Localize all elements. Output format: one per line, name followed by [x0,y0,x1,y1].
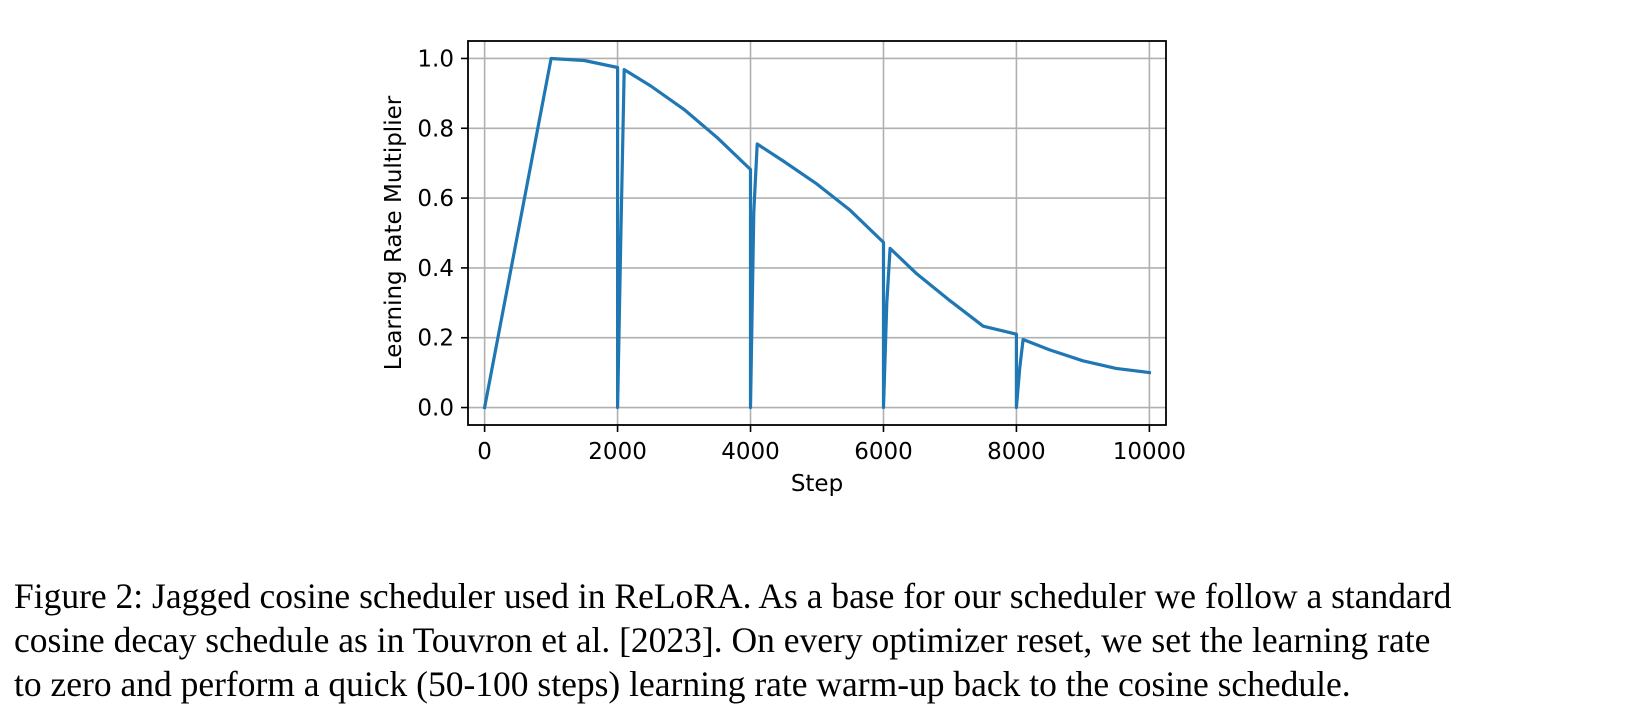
y-tick-label: 1.0 [417,46,454,72]
caption-line: Figure 2: Jagged cosine scheduler used i… [14,576,1452,616]
figure: 0 2000 4000 6000 8000 10000 0.0 0.2 0.4 0.6 0.8 1.0… [381,40,1186,497]
x-tick-label: 6000 [854,439,913,465]
learning-rate-chart: 0 2000 4000 6000 8000 10000 0.0 0.2 0.4 0.6 0.8 1.0… [381,40,1186,497]
x-tick-label: 0 [477,439,492,465]
x-tick-label: 10000 [1113,439,1186,465]
x-tick-label: 4000 [721,439,780,465]
series-layer [482,56,1152,410]
x-tick-label: 8000 [987,439,1046,465]
y-tick-label: 0.4 [417,256,454,282]
caption-line: cosine decay schedule as in Touvron et a… [14,620,1431,660]
x-tick-label: 2000 [588,439,647,465]
plot-frame [467,40,1167,426]
y-tick-label: 0.8 [417,116,454,142]
ticks: 0 2000 4000 6000 8000 10000 0.0 0.2 0.4 0.6 0.8 1.0 [417,46,1186,465]
x-axis-label: Step [791,471,843,497]
y-axis-label: Learning Rate Multiplier [381,95,407,370]
y-tick-label: 0.0 [417,396,454,422]
caption-line: to zero and perform a quick (50-100 step… [14,664,1351,704]
grid [468,41,1166,425]
figure-caption: Figure 2: Jagged cosine scheduler used i… [14,574,1644,706]
y-tick-label: 0.2 [417,326,454,352]
series-line [482,56,1152,410]
y-tick-label: 0.6 [417,186,454,212]
